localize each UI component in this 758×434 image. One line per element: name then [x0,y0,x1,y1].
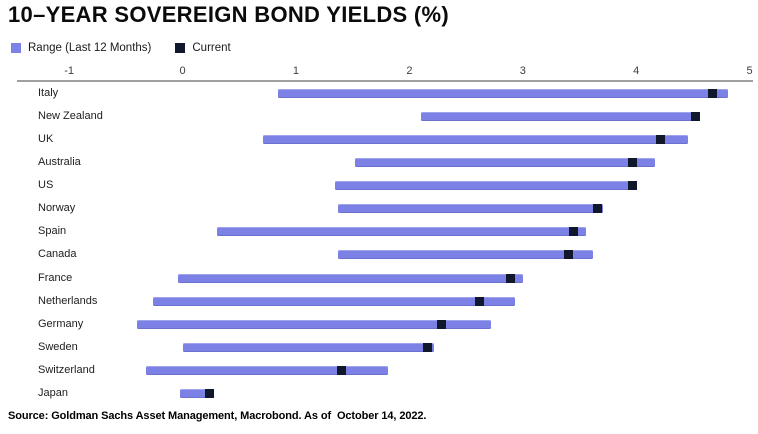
chart-legend: Range (Last 12 Months) Current [11,42,231,54]
current-marker [436,319,446,329]
range-bar [263,135,689,145]
plot-area: -1 0 1 2 3 4 5 Italy New Zealand UK Australia US No… [17,64,753,404]
range-bar [182,342,435,352]
current-marker [423,342,433,352]
country-label: New Zealand [38,110,103,123]
legend-current-label: Current [192,42,231,54]
range-bar [354,158,656,168]
legend-range-label: Range (Last 12 Months) [28,42,152,54]
range-bar [178,273,523,283]
x-axis-tick-label: 4 [633,65,640,77]
country-label: France [38,271,73,284]
current-marker [563,250,573,260]
range-bar [277,89,729,98]
range-bar [337,204,604,214]
range-bar [153,296,515,306]
range-bar [334,181,636,191]
x-axis-tick-label: -1 [64,65,75,77]
x-axis-tick-label: 3 [519,65,526,77]
current-swatch-icon [175,43,186,53]
current-marker [205,388,215,398]
range-swatch-icon [11,43,21,53]
current-marker [690,112,700,122]
range-bar [216,227,587,237]
current-marker [628,181,638,191]
current-marker [593,204,603,214]
country-label: Norway [38,202,76,215]
current-marker [505,273,515,283]
x-axis-tick-label: 0 [179,65,186,77]
country-label: Italy [38,87,59,99]
country-label: Australia [38,156,81,169]
range-bar [146,365,388,375]
range-bar [420,112,699,122]
legend-item-range: Range (Last 12 Months) [11,42,151,54]
current-marker [655,135,665,145]
current-marker [336,365,346,375]
current-marker [569,227,579,237]
country-label: Netherlands [38,294,98,307]
country-label: Switzerland [38,363,95,376]
country-label: UK [38,133,54,146]
x-axis-tick-label: 5 [746,65,753,77]
country-label: Sweden [38,340,78,353]
current-marker [475,296,485,306]
legend-item-current: Current [175,42,231,54]
country-label: Germany [38,317,84,330]
country-label: US [38,179,54,192]
range-bar [137,319,492,329]
source-note: Source: Goldman Sachs Asset Management, … [8,410,427,422]
range-bar [180,388,211,398]
x-axis-tick-label: 2 [406,65,413,77]
country-label: Canada [38,248,77,261]
current-marker [707,89,717,98]
x-axis-line [17,80,753,82]
range-bar [337,250,594,260]
current-marker [628,158,638,168]
country-label: Spain [38,225,67,238]
x-axis-tick-label: 1 [292,65,300,77]
page-title: 10–YEAR SOVEREIGN BOND YIELDS (%) [8,2,450,27]
country-label: Japan [38,386,68,399]
